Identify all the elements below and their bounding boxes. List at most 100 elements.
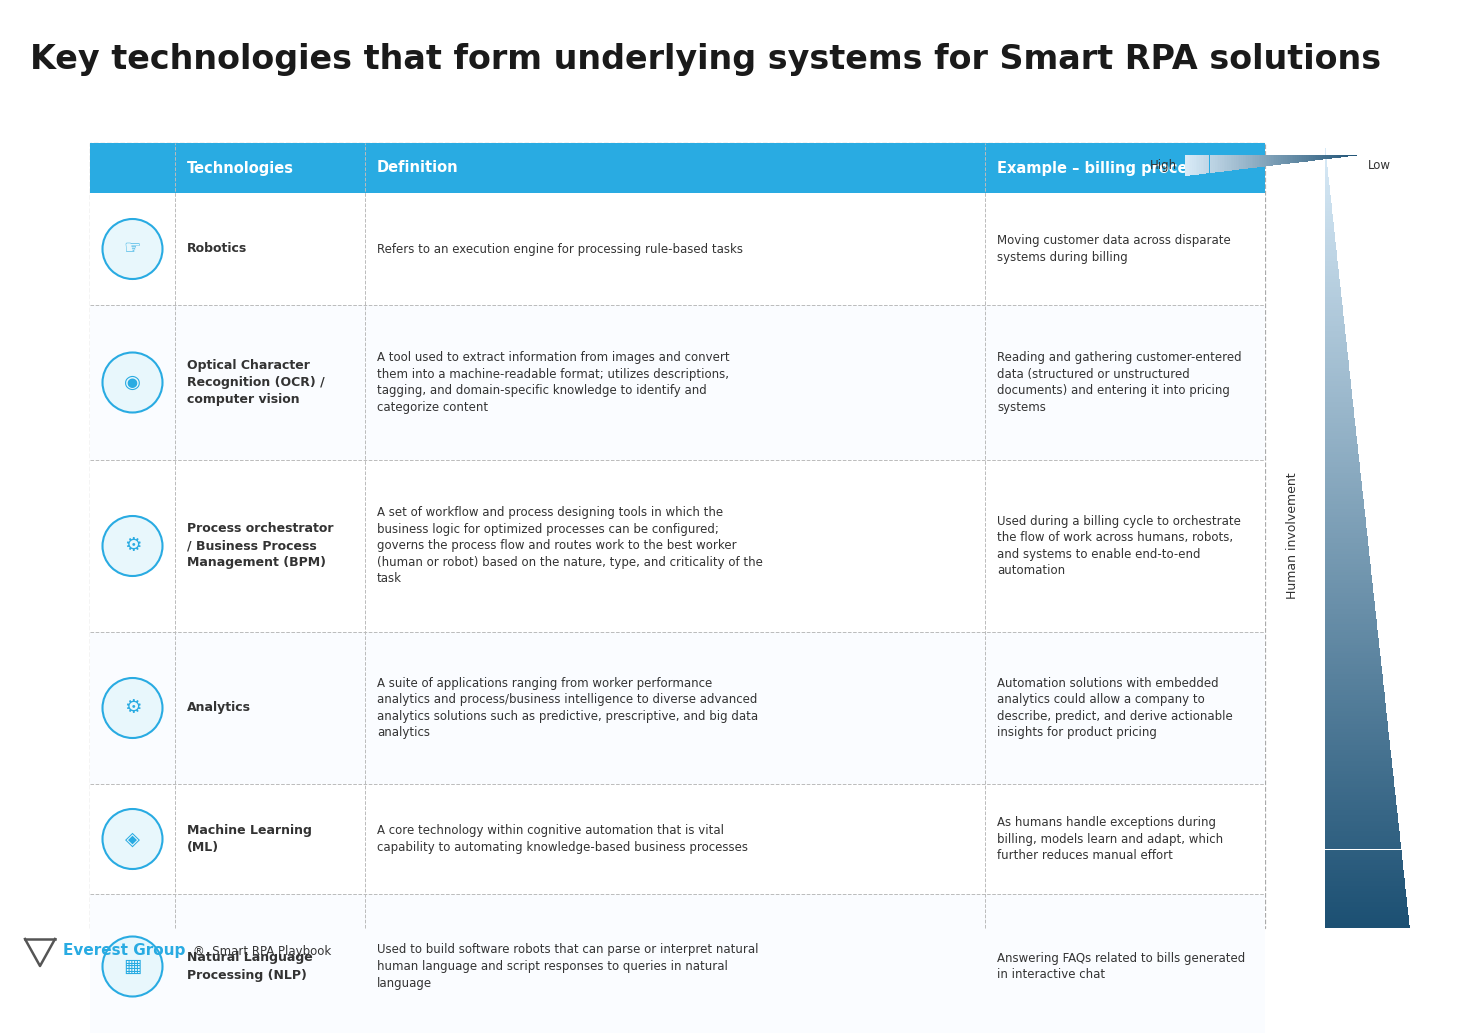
Bar <box>1324 533 1367 535</box>
Bar <box>1324 392 1352 395</box>
Circle shape <box>102 352 163 412</box>
Bar <box>1283 155 1284 164</box>
Bar <box>1227 155 1228 170</box>
Bar <box>1324 552 1369 554</box>
Bar <box>1324 415 1354 417</box>
Bar <box>1324 632 1377 635</box>
Text: Natural Language
Processing (NLP): Natural Language Processing (NLP) <box>188 951 313 981</box>
Bar <box>1310 155 1311 161</box>
Bar <box>1324 180 1329 182</box>
Bar <box>1346 155 1348 157</box>
Bar <box>1324 905 1407 907</box>
Bar <box>1324 422 1355 426</box>
Bar <box>1324 383 1351 386</box>
Bar <box>1345 155 1346 157</box>
Bar <box>1324 473 1361 475</box>
Bar <box>1324 734 1389 737</box>
Bar <box>1324 232 1335 234</box>
Bar <box>1324 470 1360 473</box>
Bar <box>1324 512 1366 514</box>
Bar <box>1324 700 1385 703</box>
Bar <box>1324 787 1395 789</box>
Bar <box>1267 155 1270 166</box>
Text: Low: Low <box>1369 159 1391 173</box>
Bar <box>1332 155 1333 158</box>
Bar <box>1324 332 1345 334</box>
Bar <box>1224 155 1225 171</box>
Bar <box>1256 155 1258 167</box>
Bar <box>1324 294 1342 298</box>
Bar <box>1324 229 1335 232</box>
Bar <box>1324 740 1389 743</box>
Bar <box>1324 915 1409 917</box>
Bar <box>1324 204 1332 206</box>
Bar <box>1324 175 1329 177</box>
Bar <box>1324 800 1397 803</box>
Bar <box>1324 520 1366 523</box>
Bar <box>1324 455 1358 457</box>
Bar <box>1324 334 1345 337</box>
Bar <box>1252 155 1253 168</box>
Bar <box>1324 907 1407 910</box>
Bar <box>1324 569 1372 572</box>
Bar <box>1324 462 1360 465</box>
Bar <box>1286 155 1289 164</box>
Bar <box>1324 588 1373 591</box>
Bar <box>1191 155 1194 176</box>
Bar <box>1228 155 1231 170</box>
Bar <box>1324 535 1367 538</box>
Bar <box>1324 449 1358 451</box>
Bar <box>1324 366 1349 368</box>
Bar <box>1314 155 1317 160</box>
Bar <box>1324 917 1409 920</box>
Bar <box>1324 719 1388 721</box>
Bar <box>1302 155 1304 162</box>
Bar <box>1324 557 1370 559</box>
Bar <box>1324 549 1369 552</box>
Bar <box>1324 357 1348 361</box>
Bar <box>1324 410 1354 412</box>
Bar <box>1324 530 1367 533</box>
Bar <box>90 894 1265 1033</box>
Bar <box>1324 562 1370 564</box>
Bar <box>1324 389 1352 392</box>
Bar <box>1324 200 1332 204</box>
Bar <box>1324 651 1380 653</box>
Bar <box>1341 155 1342 157</box>
Bar <box>90 193 1265 305</box>
Bar <box>1324 737 1389 740</box>
Bar <box>1323 155 1324 159</box>
Bar <box>1324 451 1358 455</box>
Bar <box>1324 685 1383 687</box>
Bar <box>1324 902 1407 905</box>
Bar <box>1324 169 1327 171</box>
Bar <box>1324 378 1351 381</box>
Bar <box>1324 496 1363 499</box>
Bar <box>1324 839 1400 842</box>
Bar <box>1324 603 1375 606</box>
Text: Used during a billing cycle to orchestrate
the flow of work across humans, robot: Used during a billing cycle to orchestra… <box>998 514 1242 577</box>
Bar <box>1271 155 1273 165</box>
Bar <box>1237 155 1239 169</box>
Bar <box>1324 606 1375 608</box>
Bar <box>1324 703 1386 706</box>
Bar <box>1244 155 1246 168</box>
Bar <box>1324 658 1380 661</box>
Bar <box>1324 426 1355 429</box>
Text: Human involvement: Human involvement <box>1286 472 1299 599</box>
Bar <box>1324 842 1401 844</box>
Text: A suite of applications ranging from worker performance
analytics and process/bu: A suite of applications ranging from wor… <box>377 677 758 740</box>
Text: A core technology within cognitive automation that is vital
capability to automa: A core technology within cognitive autom… <box>377 824 748 853</box>
Bar <box>1194 155 1196 175</box>
Bar <box>1324 687 1383 690</box>
Bar <box>1324 540 1369 543</box>
Bar <box>1246 155 1247 168</box>
Bar <box>1324 871 1404 873</box>
Bar <box>1324 407 1354 410</box>
Bar <box>1324 789 1395 792</box>
Bar <box>1324 753 1391 755</box>
Bar <box>1324 646 1379 648</box>
Bar <box>1324 692 1385 695</box>
Bar <box>1324 371 1349 373</box>
Bar <box>1324 669 1382 671</box>
